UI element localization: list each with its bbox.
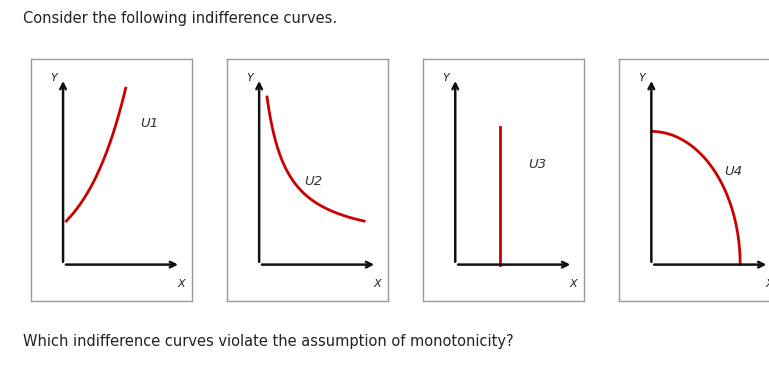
Text: Y: Y — [638, 73, 645, 83]
Text: X: X — [765, 279, 769, 289]
Text: U3: U3 — [528, 158, 546, 171]
Text: Consider the following indifference curves.: Consider the following indifference curv… — [23, 11, 337, 26]
Text: X: X — [177, 279, 185, 289]
Text: Y: Y — [50, 73, 57, 83]
Text: X: X — [569, 279, 577, 289]
Text: U1: U1 — [141, 117, 158, 130]
Text: Y: Y — [246, 73, 253, 83]
Text: U2: U2 — [305, 175, 322, 188]
Text: Which indifference curves violate the assumption of monotonicity?: Which indifference curves violate the as… — [23, 334, 514, 349]
Text: U4: U4 — [724, 165, 742, 178]
Text: X: X — [373, 279, 381, 289]
Text: Y: Y — [442, 73, 449, 83]
